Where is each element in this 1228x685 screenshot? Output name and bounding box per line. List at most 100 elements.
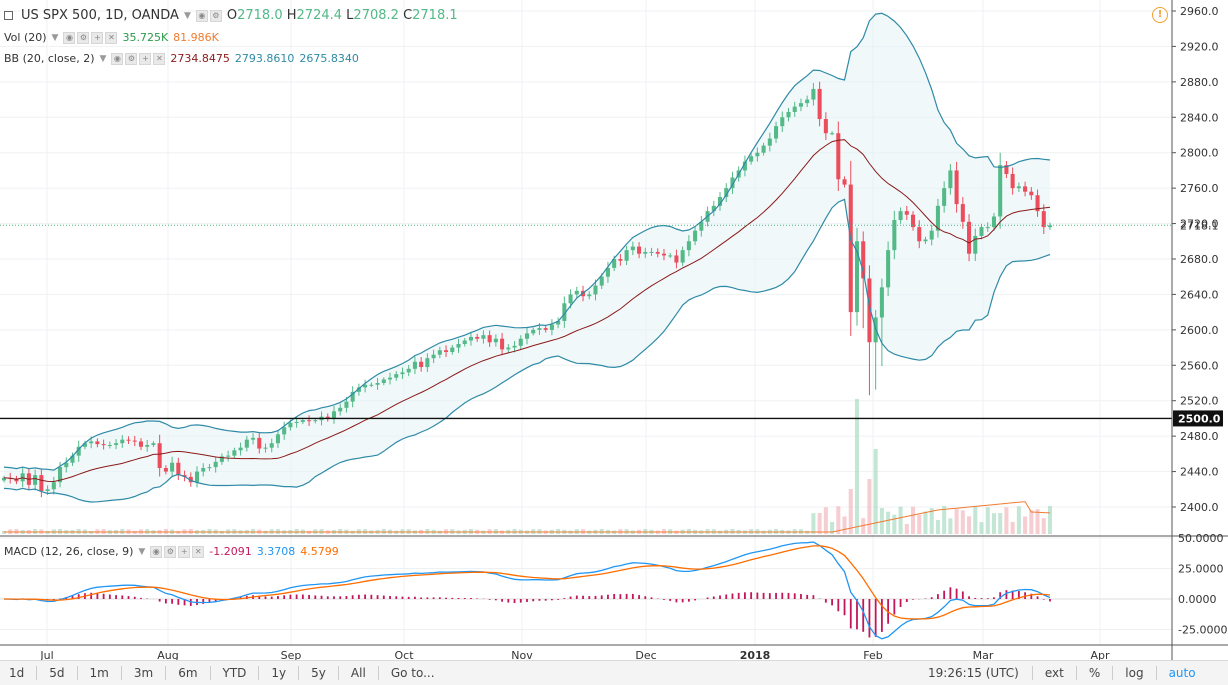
- chevron-down-icon[interactable]: ▼: [51, 32, 59, 43]
- alert-icon[interactable]: !: [1152, 7, 1168, 23]
- candle-body: [157, 443, 162, 469]
- candle-body: [163, 468, 168, 472]
- candle-body: [643, 251, 648, 254]
- candle-body: [356, 387, 361, 392]
- candle-body: [39, 475, 44, 492]
- add-icon[interactable]: +: [139, 52, 152, 65]
- timeframe-1d[interactable]: 1d: [9, 666, 25, 680]
- candle-body: [817, 88, 822, 120]
- candle-body: [904, 211, 909, 215]
- candle-body: [1004, 165, 1009, 174]
- candle-body: [805, 99, 810, 104]
- candle-body: [605, 267, 610, 277]
- candle-body: [568, 294, 573, 304]
- eye-icon[interactable]: ◉: [195, 9, 208, 22]
- goto-button[interactable]: Go to...: [390, 666, 435, 680]
- timeframe-1y[interactable]: 1y: [271, 666, 287, 680]
- candle-body: [275, 434, 280, 444]
- volume-bar: [867, 479, 872, 534]
- timeframe-6m[interactable]: 6m: [178, 666, 198, 680]
- candle-body: [1, 477, 7, 481]
- bb-controls[interactable]: ◉ ⚙ + ✕: [111, 52, 166, 65]
- last-price-badge: [1173, 217, 1223, 234]
- eye-icon[interactable]: ◉: [111, 52, 124, 65]
- time-label: Oct: [394, 649, 414, 660]
- volume-bar: [998, 513, 1003, 534]
- candle-body: [755, 152, 760, 157]
- chevron-down-icon[interactable]: ▼: [99, 53, 107, 64]
- add-icon[interactable]: +: [91, 31, 104, 44]
- time-label: Feb: [863, 649, 882, 660]
- chevron-down-icon[interactable]: ▼: [138, 546, 146, 557]
- close-icon[interactable]: ✕: [153, 52, 166, 65]
- low-label: L: [346, 8, 354, 23]
- candle-body: [14, 478, 19, 482]
- candle-body: [842, 179, 847, 185]
- settings-icon[interactable]: ⚙: [77, 31, 90, 44]
- candle-body: [70, 455, 75, 463]
- chevron-down-icon[interactable]: ▼: [183, 10, 191, 21]
- log-button[interactable]: log: [1125, 666, 1144, 680]
- bb-upper-line: [3, 12, 1051, 471]
- timeframe-ytd[interactable]: YTD: [222, 666, 247, 680]
- candle-body: [1035, 195, 1040, 212]
- timeframe-1m[interactable]: 1m: [89, 666, 109, 680]
- candle-body: [45, 489, 50, 492]
- eye-icon[interactable]: ◉: [63, 31, 76, 44]
- percent-button[interactable]: %: [1088, 666, 1101, 680]
- collapse-icon[interactable]: [4, 11, 13, 20]
- candle-body: [630, 246, 635, 251]
- candle-body: [288, 422, 293, 428]
- volume-bar: [873, 449, 878, 534]
- time-label: Apr: [1090, 649, 1110, 660]
- candle-body: [344, 401, 349, 408]
- candle-body: [742, 161, 747, 171]
- settings-icon[interactable]: ⚙: [125, 52, 138, 65]
- vol-value: 35.725K: [122, 31, 169, 44]
- symbol-controls[interactable]: ◉ ⚙: [195, 9, 222, 22]
- candle-body: [1041, 211, 1046, 228]
- candle-body: [668, 255, 673, 257]
- timeframe-5d[interactable]: 5d: [49, 666, 65, 680]
- candle-body: [257, 437, 262, 449]
- close-label: C: [403, 8, 413, 23]
- time-label: Mar: [973, 649, 994, 660]
- ext-button[interactable]: ext: [1044, 666, 1064, 680]
- candle-body: [929, 230, 934, 240]
- macd-value: 3.3708: [256, 545, 296, 558]
- macd-legend: MACD (12, 26, close, 9) ▼ ◉ ⚙ + ✕ -1.2091 3…: [4, 545, 339, 558]
- eye-icon[interactable]: ◉: [150, 545, 163, 558]
- candle-body: [774, 126, 779, 139]
- add-icon[interactable]: +: [178, 545, 191, 558]
- candle-body: [325, 416, 330, 419]
- chart-canvas[interactable]: 2718.1 2500.0 2400.0 2440.0 2480.0 2520.0 256…: [0, 0, 1228, 660]
- price-tick-label: 2800.0: [1180, 147, 1219, 160]
- timeframe-3m[interactable]: 3m: [133, 666, 154, 680]
- candle-body: [967, 221, 972, 254]
- macd-signal-value: 4.5799: [300, 545, 339, 558]
- settings-icon[interactable]: ⚙: [209, 9, 222, 22]
- candle-body: [412, 361, 417, 369]
- volume-bar: [948, 518, 953, 534]
- volume-bar: [967, 516, 972, 534]
- candle-body: [381, 379, 386, 383]
- candle-body: [686, 241, 691, 251]
- settings-icon[interactable]: ⚙: [164, 545, 177, 558]
- macd-controls[interactable]: ◉ ⚙ + ✕: [150, 545, 205, 558]
- vol-controls[interactable]: ◉ ⚙ + ✕: [63, 31, 118, 44]
- auto-button[interactable]: auto: [1168, 666, 1196, 680]
- timeframe-all[interactable]: All: [350, 666, 366, 680]
- close-icon[interactable]: ✕: [192, 545, 205, 558]
- candle-body: [219, 456, 224, 462]
- candle-body: [699, 221, 704, 231]
- candle-body: [991, 216, 996, 228]
- timeframe-5y[interactable]: 5y: [311, 666, 326, 680]
- volume-bar: [942, 506, 947, 534]
- candle-body: [132, 440, 137, 442]
- candle-body: [556, 321, 561, 325]
- candle-body: [406, 368, 411, 373]
- close-icon[interactable]: ✕: [105, 31, 118, 44]
- candle-body: [655, 251, 660, 254]
- macd-signal-line: [4, 545, 1051, 620]
- candle-body: [145, 445, 150, 447]
